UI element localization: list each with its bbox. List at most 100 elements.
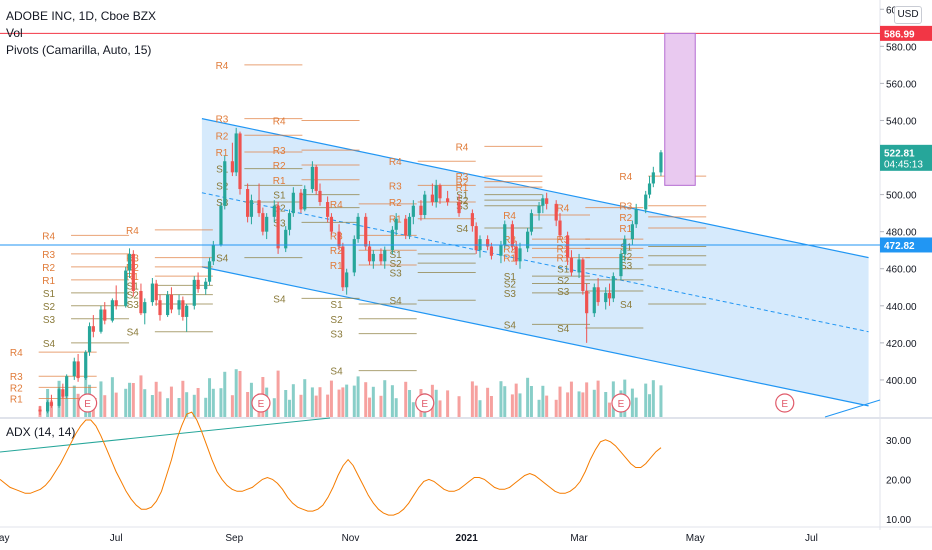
pivot-label-r3: R3 — [456, 172, 469, 183]
volume-bar — [651, 380, 655, 417]
pivot-label-s1: S1 — [557, 265, 570, 276]
candle-body — [103, 309, 107, 321]
candle-body — [185, 305, 189, 317]
pivot-label-s3: S3 — [557, 287, 570, 298]
symbol-title[interactable]: ADOBE INC, 1D, Cboe BZX — [6, 9, 157, 23]
pivot-label-r2: R2 — [42, 263, 55, 274]
candle-body — [404, 218, 408, 236]
volume-bar — [166, 398, 170, 417]
candle-body — [407, 216, 412, 236]
adx-tick-label: 10.00 — [886, 515, 911, 526]
volume-bar — [577, 391, 581, 417]
volume-bar — [529, 386, 533, 417]
candle-body — [419, 205, 423, 215]
candle-body — [499, 244, 503, 256]
candle-body — [234, 133, 238, 173]
candle-body — [518, 248, 522, 262]
volume-bar — [72, 385, 76, 417]
candle-body — [272, 205, 276, 217]
pivot-label-r1: R1 — [456, 183, 469, 194]
pivot-label-r2: R2 — [273, 161, 286, 172]
volume-bar — [368, 397, 372, 417]
volume-bar — [76, 393, 80, 417]
adx-indicator-label[interactable]: ADX (14, 14) — [6, 425, 76, 439]
candle-body — [276, 205, 280, 249]
earnings-marker[interactable] — [775, 393, 795, 413]
candle-body — [181, 300, 185, 317]
candle-body — [49, 402, 54, 406]
pivot-label-r4: R4 — [216, 61, 229, 72]
volume-bar — [474, 385, 478, 417]
candle-body — [341, 246, 345, 288]
candle-body — [457, 202, 461, 214]
time-tick-label: May — [0, 533, 9, 544]
candle-body — [367, 246, 372, 262]
volume-bar — [272, 398, 276, 417]
pivot-label-s1: S1 — [216, 165, 229, 176]
volume-bar — [558, 386, 562, 417]
earnings-marker[interactable] — [611, 393, 631, 413]
volume-bar — [379, 395, 383, 417]
volume-bar — [503, 386, 507, 417]
candle-body — [371, 253, 375, 262]
pivot-label-r1: R1 — [619, 224, 632, 235]
volume-bar — [223, 371, 227, 417]
price-tick-label: 440.00 — [886, 302, 917, 313]
candle-body — [529, 213, 534, 232]
candle-body — [329, 216, 334, 232]
volume-bar — [99, 381, 103, 417]
volume-indicator-label[interactable]: Vol — [6, 26, 23, 40]
trend-line — [0, 417, 331, 453]
candle-body — [110, 300, 114, 321]
volume-bar — [446, 390, 450, 417]
pivot-label-r4: R4 — [619, 172, 632, 183]
candle-body — [510, 224, 514, 247]
earnings-marker[interactable] — [251, 393, 271, 413]
pivot-label-r3: R3 — [216, 115, 229, 126]
pivot-label-r4: R4 — [273, 116, 286, 127]
earnings-marker[interactable] — [78, 393, 98, 413]
pivot-label-s3: S3 — [330, 330, 343, 341]
volume-bar — [329, 380, 333, 417]
earnings-marker[interactable] — [415, 393, 435, 413]
pivot-label-s3: S3 — [620, 261, 633, 272]
volume-bar — [208, 378, 212, 417]
volume-bar — [356, 376, 360, 417]
candle-body — [249, 200, 254, 217]
candle-body — [192, 279, 196, 306]
pivot-label-r4: R4 — [330, 200, 343, 211]
volume-bar — [128, 382, 132, 417]
time-tick-label: Jul — [805, 533, 818, 544]
pivot-label-r1: R1 — [273, 176, 286, 187]
candle-body — [46, 402, 50, 412]
volume-bar — [177, 398, 181, 417]
volume-bar — [65, 397, 69, 417]
pivot-label-r2: R2 — [10, 383, 23, 394]
pivot-label-s1: S1 — [504, 272, 517, 283]
pivot-label-r4: R4 — [126, 226, 139, 237]
volume-bar — [634, 397, 638, 417]
pivot-label-s2: S2 — [620, 252, 633, 263]
volume-bar — [648, 394, 652, 417]
candle-body — [291, 192, 295, 214]
pivot-label-s1: S1 — [456, 191, 469, 202]
pivots-indicator-label[interactable]: Pivots (Camarilla, Auto, 15) — [6, 43, 152, 57]
price-label-box — [880, 144, 932, 171]
candle-body — [585, 290, 589, 314]
pivot-label-s3: S3 — [127, 300, 140, 311]
pivot-label-r1: R1 — [503, 254, 516, 265]
candle-body — [61, 389, 65, 397]
volume-bar — [604, 392, 608, 417]
target-box — [664, 32, 696, 186]
candle-body — [503, 224, 507, 245]
candle-body — [284, 229, 288, 249]
currency-button[interactable]: USD — [894, 6, 922, 24]
volume-bar — [249, 382, 253, 417]
volume-bar — [486, 387, 490, 417]
pivot-label-s4: S4 — [557, 324, 570, 335]
adx-line — [0, 411, 662, 516]
candle-body — [177, 300, 181, 310]
channel-lower-line — [201, 266, 869, 407]
